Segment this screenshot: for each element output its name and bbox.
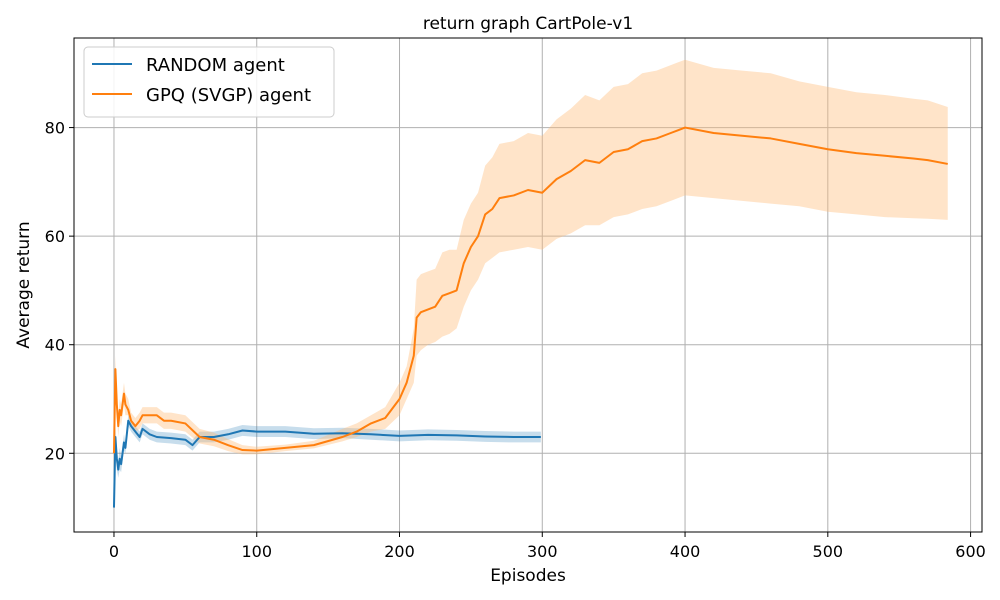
- grid-layer: [74, 38, 982, 532]
- x-tick-label: 100: [241, 542, 272, 561]
- x-tick-label: 400: [670, 542, 701, 561]
- x-tick-label: 200: [384, 542, 415, 561]
- x-tick-label: 500: [813, 542, 844, 561]
- chart-title: return graph CartPole-v1: [423, 14, 633, 34]
- x-tick-label: 600: [955, 542, 986, 561]
- confidence-band-0: [113, 415, 541, 508]
- legend-label-gpq: GPQ (SVGP) agent: [146, 85, 311, 106]
- confidence-band-1: [113, 59, 948, 465]
- line-layer: [112, 126, 948, 508]
- y-tick-label: 20: [45, 444, 65, 463]
- x-axis-label: Episodes: [490, 566, 566, 586]
- y-tick-label: 60: [45, 227, 65, 246]
- legend: RANDOM agent GPQ (SVGP) agent: [83, 46, 335, 118]
- series-line-1: [112, 126, 948, 454]
- x-tick-label: 300: [527, 542, 558, 561]
- legend-box: [83, 46, 335, 118]
- y-tick-label: 40: [45, 336, 65, 355]
- band-layer: [113, 59, 948, 508]
- series-line-0: [112, 419, 541, 508]
- tick-layer: 0 100 200 300 400 500 600 20 40 60 80: [45, 119, 986, 561]
- y-axis-label: Average return: [14, 221, 34, 348]
- y-tick-label: 80: [45, 119, 65, 138]
- plot-frame: [73, 37, 983, 533]
- x-tick-label: 0: [109, 542, 119, 561]
- legend-label-random: RANDOM agent: [146, 55, 285, 76]
